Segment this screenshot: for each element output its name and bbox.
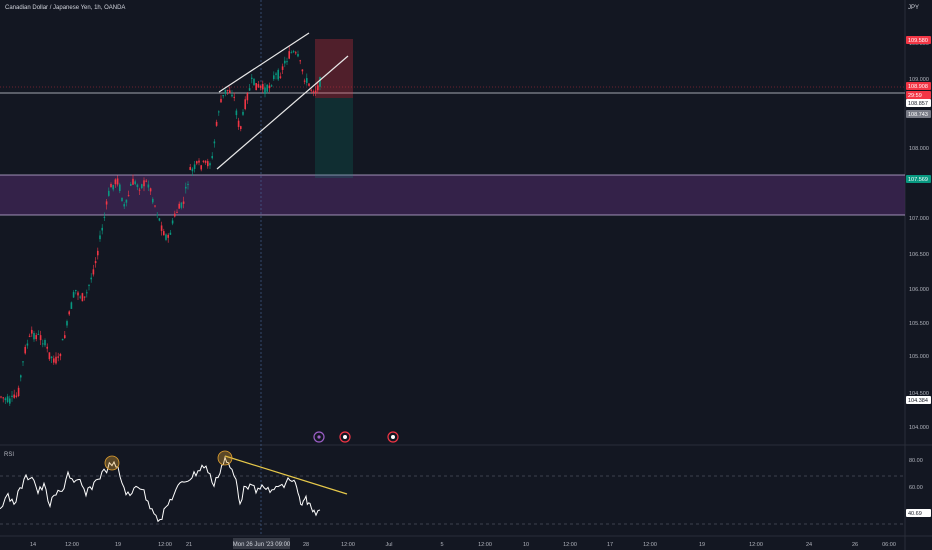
price-badge: 108.908 xyxy=(906,82,931,90)
supply-demand-zone[interactable] xyxy=(0,175,905,215)
time-tick: 12:00 xyxy=(478,542,492,548)
price-badge: 107.569 xyxy=(906,175,931,183)
svg-text:107.569: 107.569 xyxy=(908,177,928,183)
price-tick: 108.000 xyxy=(909,146,929,152)
price-tick: 104.000 xyxy=(909,425,929,431)
rsi-line[interactable] xyxy=(0,455,321,523)
currency-label: JPY xyxy=(907,5,919,11)
time-tick: 26 xyxy=(852,542,858,548)
time-tick: 10 xyxy=(523,542,529,548)
rsi-tick: 80.00 xyxy=(909,458,923,464)
time-tick: 12:00 xyxy=(158,542,172,548)
rsi-axis[interactable]: 80.00 60.00 40.69 xyxy=(906,458,931,517)
time-tick: 5 xyxy=(440,542,443,548)
time-tick: 14 xyxy=(30,542,36,548)
time-tick: 06:00 xyxy=(882,542,896,548)
price-badges: 109.580 108.908 29:59 108.857 108.743 107.569… xyxy=(906,36,931,404)
svg-text:104.384: 104.384 xyxy=(908,398,928,404)
price-badge: 104.384 xyxy=(906,396,931,404)
price-tick: 109.000 xyxy=(909,77,929,83)
price-badge: 109.580 xyxy=(906,36,931,44)
time-tick: 17 xyxy=(607,542,613,548)
time-tick: 24 xyxy=(806,542,812,548)
svg-text:108.743: 108.743 xyxy=(908,112,928,118)
time-tick: 19 xyxy=(699,542,705,548)
price-badge: 29:59 xyxy=(906,91,931,99)
svg-text:29:59: 29:59 xyxy=(908,93,922,99)
rsi-trendline[interactable] xyxy=(224,455,348,495)
price-badge: 108.743 xyxy=(906,110,931,118)
event-marker-3[interactable] xyxy=(387,431,399,443)
svg-text:109.580: 109.580 xyxy=(908,38,928,44)
wedge-upper-line[interactable] xyxy=(218,32,310,93)
time-tick: 12:00 xyxy=(643,542,657,548)
price-tick: 106.000 xyxy=(909,287,929,293)
rsi-peak-highlight-1[interactable] xyxy=(104,455,120,471)
time-tick: 12:00 xyxy=(563,542,577,548)
symbol-title[interactable]: Canadian Dollar / Japanese Yen, 1h, OAND… xyxy=(5,5,126,11)
crosshair-time-label-bg xyxy=(233,538,290,549)
time-tick: 12:00 xyxy=(65,542,79,548)
rsi-value-badge: 40.69 xyxy=(906,509,931,517)
time-tick: Jul xyxy=(385,542,392,548)
candlestick-series[interactable] xyxy=(0,46,321,407)
event-marker-1[interactable] xyxy=(313,431,325,443)
price-tick: 105.000 xyxy=(909,354,929,360)
price-badge: 108.857 xyxy=(906,99,931,107)
rsi-tick: 60.00 xyxy=(909,485,923,491)
time-tick: 12:00 xyxy=(341,542,355,548)
rsi-label[interactable]: RSI xyxy=(4,452,15,458)
price-tick: 104.500 xyxy=(909,391,929,397)
price-tick: 105.500 xyxy=(909,321,929,327)
crosshair-time-label: Mon 26 Jun '23 09:00 xyxy=(233,542,291,548)
svg-text:40.69: 40.69 xyxy=(908,511,922,517)
time-tick: 19 xyxy=(115,542,121,548)
price-tick: 107.000 xyxy=(909,216,929,222)
short-position-target-zone[interactable] xyxy=(315,98,353,178)
svg-text:108.857: 108.857 xyxy=(908,101,928,107)
time-tick: 21 xyxy=(186,542,192,548)
wedge-lower-line[interactable] xyxy=(216,55,349,170)
svg-text:108.908: 108.908 xyxy=(908,84,928,90)
time-tick: 28 xyxy=(303,542,309,548)
time-axis[interactable]: 14 12:00 19 12:00 21 28 12:00 Jul 5 12:00 10 12:00 1… xyxy=(30,542,896,548)
event-marker-2[interactable] xyxy=(339,431,351,443)
rsi-peak-highlight-2[interactable] xyxy=(217,450,233,466)
time-tick: 12:00 xyxy=(749,542,763,548)
price-tick: 106.500 xyxy=(909,252,929,258)
